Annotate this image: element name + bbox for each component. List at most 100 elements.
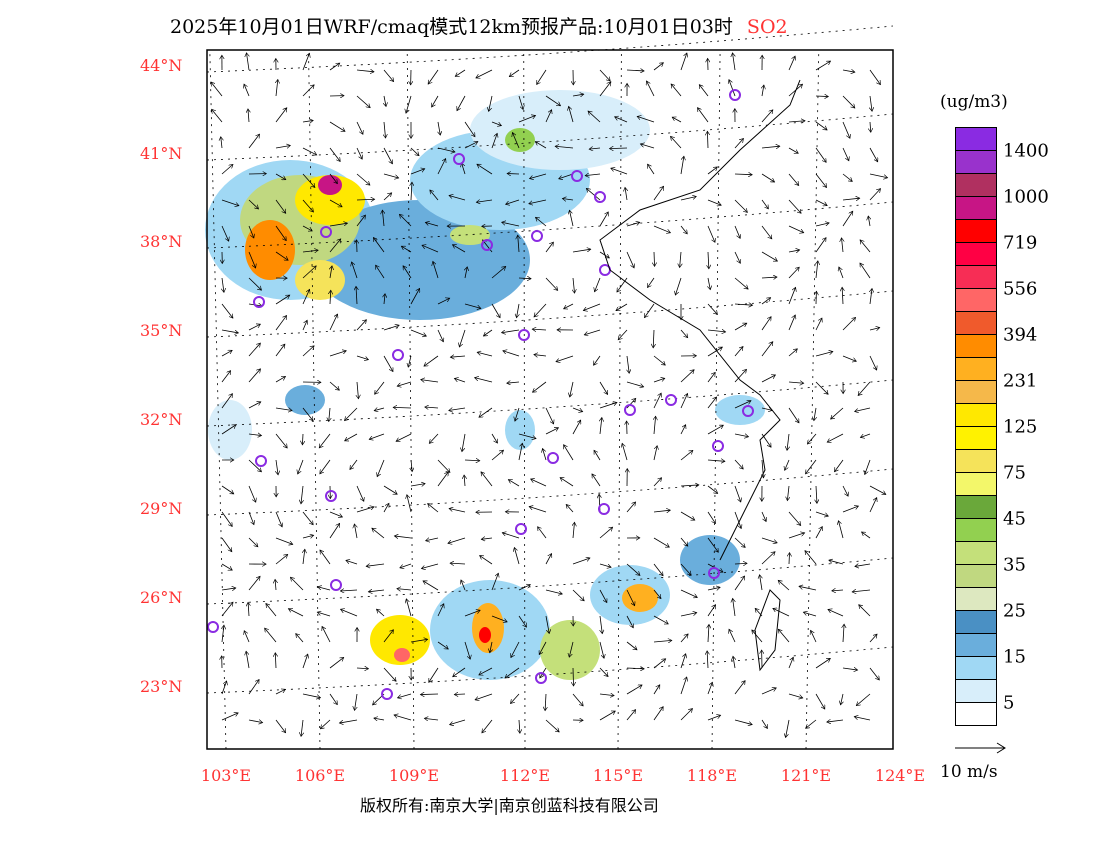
latitude-line: [206, 201, 894, 249]
wind-arrow: [248, 369, 261, 383]
wind-arrow: [248, 402, 261, 409]
wind-arrow: [355, 693, 357, 710]
wind-arrow: [859, 605, 871, 617]
wind-arrow: [734, 485, 741, 502]
wind-arrow: [464, 303, 481, 308]
wind-arrow: [403, 266, 412, 279]
wind-arrow: [302, 120, 313, 122]
wind-arrow: [437, 604, 444, 617]
wind-arrow: [626, 589, 635, 606]
color-bar-swatch: [956, 427, 996, 450]
wind-arrow: [788, 382, 804, 383]
wind-arrow: [531, 479, 547, 487]
wind-arrow: [599, 402, 617, 409]
wind-arrow: [449, 195, 466, 201]
wind-arrow: [654, 251, 655, 266]
wind-arrow: [707, 425, 723, 435]
wind-arrow: [843, 624, 844, 643]
wind-arrow: [422, 245, 439, 253]
wind-arrow: [425, 407, 439, 408]
wind-arrow: [275, 579, 276, 591]
wind-arrow: [356, 355, 368, 360]
wind-arrow: [275, 295, 290, 305]
wind-arrow: [653, 589, 661, 599]
lon-label: 124°E: [874, 766, 926, 785]
wind-arrow: [221, 225, 229, 241]
lon-label: 112°E: [499, 766, 551, 785]
wind-arrow: [680, 537, 688, 546]
concentration-patch: [540, 620, 600, 680]
wind-arrow: [383, 667, 396, 681]
wind-arrow: [407, 495, 412, 513]
wind-arrow: [869, 147, 878, 162]
wind-arrow: [303, 549, 305, 565]
color-bar-swatch: [956, 174, 996, 197]
wind-arrow: [870, 288, 872, 305]
lat-label: 44°N: [140, 56, 183, 75]
wind-arrow: [761, 537, 777, 543]
wind-arrow: [761, 173, 775, 183]
wind-arrow: [462, 163, 466, 175]
wind-arrow: [248, 576, 260, 591]
wind-arrow: [518, 615, 527, 627]
wind-arrow: [626, 398, 636, 409]
wind-arrow: [518, 443, 522, 461]
wind-arrow: [827, 720, 844, 722]
wind-arrow: [448, 537, 466, 543]
wind-arrow: [545, 693, 546, 711]
wind-arrow: [302, 407, 313, 421]
wind-arrow: [734, 225, 740, 238]
wind-arrow: [302, 199, 313, 212]
wind-arrow: [815, 199, 827, 206]
wind-arrow: [453, 667, 466, 677]
color-bar-swatch: [956, 381, 996, 404]
wind-arrow: [829, 560, 844, 565]
wind-arrow: [626, 381, 644, 387]
wind-arrow: [265, 628, 277, 643]
wind-arrow: [545, 719, 559, 732]
wind-arrow: [788, 407, 799, 423]
wind-arrow: [806, 719, 817, 728]
latitude-line: [206, 113, 894, 161]
species-label: SO2: [746, 16, 788, 38]
wind-arrow: [761, 110, 773, 123]
wind-arrow: [788, 315, 795, 331]
wind-arrow: [480, 556, 493, 565]
color-bar-swatch: [956, 358, 996, 381]
wind-arrow: [545, 428, 558, 435]
wind-arrow: [585, 174, 601, 176]
wind-arrow: [329, 63, 340, 71]
wind-arrow: [573, 522, 575, 539]
city-marker: [708, 567, 720, 579]
color-bar-swatch: [956, 657, 996, 680]
wind-arrow: [734, 401, 751, 409]
chart-title: 2025年10月01日WRF/cmaq模式12km预报产品:10月01日03时 S…: [170, 12, 788, 39]
wind-arrow: [221, 371, 231, 383]
wind-arrow: [375, 381, 385, 394]
wind-arrow: [354, 524, 357, 539]
lon-label: 118°E: [686, 766, 738, 785]
wind-arrow: [410, 329, 426, 336]
wind-arrow: [356, 173, 370, 185]
wind-arrow: [555, 146, 574, 148]
lon-label: 121°E: [780, 766, 832, 785]
wind-arrow: [653, 378, 665, 383]
wind-arrow: [518, 433, 536, 439]
wind-arrow: [600, 615, 602, 634]
wind-arrow: [302, 433, 303, 445]
wind-arrow: [815, 173, 827, 187]
wind-arrow: [356, 147, 362, 159]
color-bar-swatch: [956, 312, 996, 335]
wind-arrow: [301, 719, 303, 736]
wind-arrow: [302, 693, 321, 698]
latitude-line: [206, 25, 894, 73]
wind-arrow: [275, 689, 285, 695]
wind-arrow: [842, 668, 858, 670]
wind-arrow: [761, 552, 775, 565]
wind-arrow: [815, 238, 826, 253]
city-marker: [320, 226, 332, 238]
wind-arrow: [545, 277, 558, 290]
wind-arrow: [329, 147, 340, 161]
wind-arrow: [411, 459, 412, 472]
